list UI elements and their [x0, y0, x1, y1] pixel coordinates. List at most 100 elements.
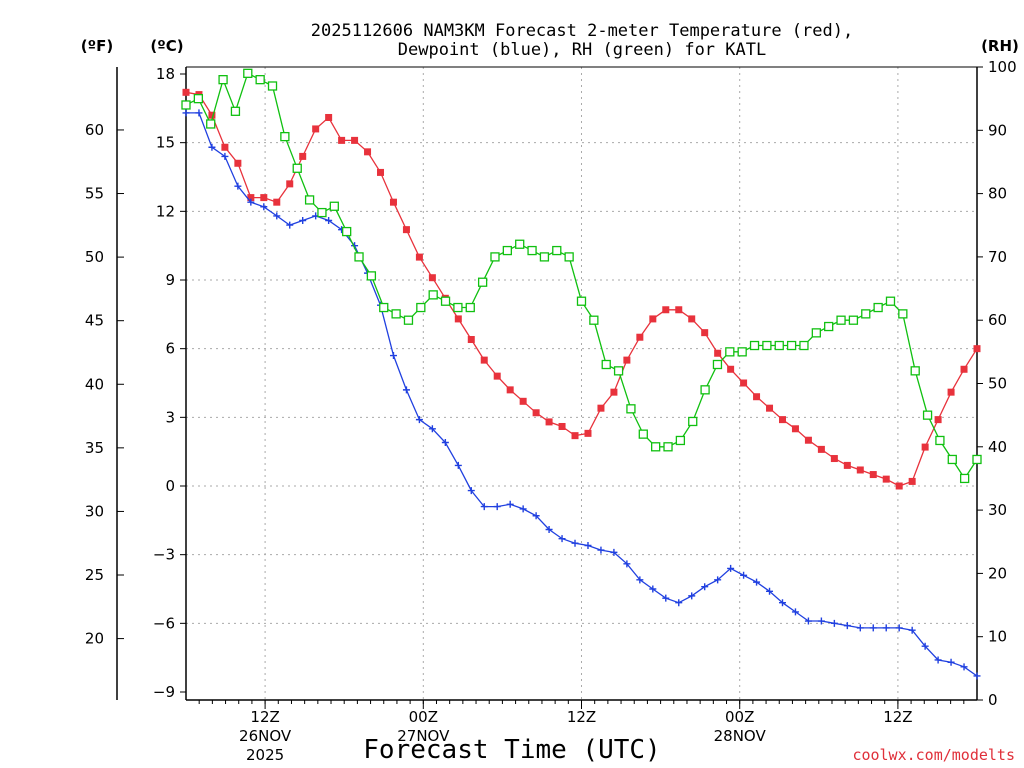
temperature-point	[532, 409, 540, 417]
rh-point	[391, 309, 401, 319]
rh-point	[576, 296, 587, 306]
x-axis-label: Forecast Time (UTC)	[363, 735, 660, 765]
temperature-point	[377, 168, 385, 176]
temperature-point	[545, 418, 553, 426]
celsius-tick-label: 0	[165, 477, 175, 495]
x-tick-label-time: 12Z	[883, 708, 912, 726]
temperature-point	[364, 148, 372, 156]
rh-point	[317, 207, 327, 218]
temperature-point	[299, 152, 307, 160]
temperature-point	[584, 429, 592, 437]
temperature-point	[649, 315, 657, 323]
rh-point	[564, 252, 574, 262]
rh-point	[959, 473, 970, 484]
dewpoint-point	[856, 624, 864, 632]
celsius-tick-label: 9	[165, 271, 175, 289]
rh-tick-label: 90	[988, 121, 1007, 139]
temperature-point	[221, 143, 229, 151]
x-tick-label-date: 28NOV	[714, 727, 767, 745]
rh-point	[626, 404, 636, 414]
x-tick-label-date: 27NOV	[397, 727, 450, 745]
dewpoint-point	[389, 352, 397, 360]
dewpoint-point	[934, 656, 942, 664]
celsius-tick-label: 3	[165, 408, 175, 426]
fahrenheit-tick-label: 55	[85, 185, 104, 203]
dewpoint-point	[610, 548, 618, 556]
rh-point	[861, 309, 871, 319]
celsius-tick-label: −9	[153, 683, 175, 701]
rh-tick-label: 10	[988, 628, 1007, 646]
rh-point	[502, 245, 512, 256]
dewpoint-point	[402, 386, 410, 394]
temperature-point	[856, 466, 864, 474]
dewpoint-point	[869, 624, 877, 632]
dewpoint-point	[221, 152, 229, 160]
temperature-point	[908, 477, 916, 485]
dewpoint-point	[830, 619, 838, 627]
temperature-point	[480, 356, 488, 364]
temperature-point	[558, 422, 566, 430]
temperature-point	[402, 226, 410, 234]
fahrenheit-tick-label: 40	[85, 375, 104, 393]
rh-point	[836, 315, 846, 325]
dewpoint-point	[701, 583, 709, 591]
rh-point	[255, 75, 265, 85]
temperature-point	[325, 113, 333, 121]
chart-title-line-1: 2025112606 NAM3KM Forecast 2-meter Tempe…	[311, 21, 853, 41]
rh-point	[329, 201, 339, 211]
temperature-point	[766, 404, 774, 412]
x-tick-label-date: 26NOV	[239, 727, 292, 745]
temperature-point	[454, 315, 462, 323]
dewpoint-point	[208, 143, 216, 151]
celsius-tick-label: 15	[156, 134, 175, 152]
celsius-tick-label: 12	[156, 202, 175, 220]
celsius-tick-label: 18	[156, 65, 175, 83]
dewpoint-point	[688, 592, 696, 600]
rh-axis-unit: (RH)	[981, 37, 1019, 55]
rh-point	[972, 454, 982, 465]
rh-point	[922, 410, 933, 420]
dewpoint-point	[791, 608, 799, 616]
dewpoint-point	[260, 203, 268, 211]
dewpoint-point	[234, 182, 242, 190]
rh-point	[342, 226, 352, 237]
temperature-point	[623, 356, 631, 364]
temperature-point	[740, 379, 748, 387]
temperature-point	[947, 388, 955, 396]
rh-point	[379, 302, 389, 313]
x-tick-label-year: 2025	[246, 746, 284, 764]
temperature-point	[895, 482, 903, 490]
temperature-point	[753, 393, 761, 401]
temperature-point	[804, 436, 812, 444]
rh-point	[218, 75, 228, 85]
rh-point	[774, 340, 784, 351]
x-tick-label-time: 12Z	[250, 708, 279, 726]
temperature-point	[351, 136, 359, 144]
dewpoint-point	[895, 624, 903, 632]
rh-point	[762, 340, 772, 351]
rh-point	[267, 81, 278, 91]
dewpoint-point	[675, 599, 683, 607]
fahrenheit-tick-label: 30	[85, 502, 104, 520]
dewpoint-point	[558, 535, 566, 543]
rh-point	[725, 347, 735, 357]
temperature-point	[843, 461, 851, 469]
dewpoint-point	[467, 487, 475, 495]
celsius-tick-label: 6	[165, 340, 175, 358]
temperature-point	[286, 180, 294, 188]
temperature-point	[778, 416, 786, 424]
temperature-point	[182, 88, 190, 96]
rh-point	[539, 252, 550, 262]
rh-point	[589, 315, 599, 325]
rh-point	[898, 309, 908, 319]
rh-point	[638, 429, 648, 439]
rh-point	[601, 359, 611, 370]
dewpoint-point	[804, 617, 812, 625]
rh-point	[453, 302, 463, 313]
dewpoint-point	[740, 571, 748, 579]
dewpoint-point	[584, 542, 592, 550]
temperature-point	[882, 475, 890, 483]
temperature-point	[519, 397, 527, 405]
rh-tick-label: 60	[988, 311, 1007, 329]
temperature-point	[338, 136, 346, 144]
